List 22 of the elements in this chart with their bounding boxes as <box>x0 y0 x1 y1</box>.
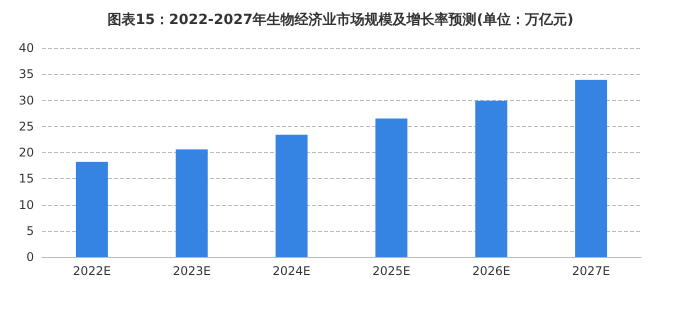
y-tick-label: 5 <box>26 224 34 238</box>
y-tick-label: 0 <box>26 250 34 264</box>
bar <box>375 118 408 257</box>
bar <box>575 80 608 257</box>
x-tick-label: 2023E <box>172 264 211 278</box>
x-tick-label: 2027E <box>572 264 610 278</box>
y-tick-label: 35 <box>18 67 34 82</box>
y-tick-label: 40 <box>18 41 34 55</box>
x-tick-label: 2026E <box>472 264 510 278</box>
y-tick-label: 10 <box>18 198 34 212</box>
x-tick-label: 2022E <box>72 264 111 278</box>
y-tick-label: 30 <box>18 93 34 108</box>
y-tick-label: 25 <box>18 119 34 134</box>
bar <box>176 149 208 257</box>
x-tick-label: 2025E <box>372 264 410 278</box>
y-tick-label: 15 <box>18 172 34 186</box>
bar <box>76 162 108 257</box>
chart-title: 图表15：2022-2027年生物经济业市场规模及增长率预测(单位：万亿元) <box>107 11 574 28</box>
x-tick-label: 2024E <box>272 264 311 278</box>
y-tick-label: 20 <box>18 146 34 160</box>
bar <box>276 134 308 257</box>
bar <box>475 100 508 257</box>
